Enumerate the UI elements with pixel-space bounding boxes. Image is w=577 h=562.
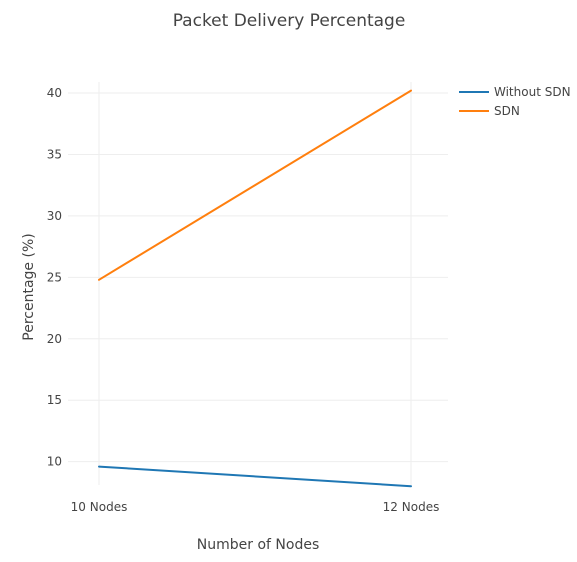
series-line-1 bbox=[98, 89, 412, 281]
y-tick-label: 10 bbox=[47, 455, 62, 469]
y-tick-label: 35 bbox=[47, 147, 62, 161]
legend[interactable]: Without SDN SDN bbox=[459, 85, 571, 118]
grid bbox=[68, 82, 448, 485]
y-tick-label: 20 bbox=[47, 332, 62, 346]
series-lines bbox=[98, 89, 412, 488]
chart-title: Packet Delivery Percentage bbox=[173, 11, 406, 31]
x-axis-ticks: 10 Nodes 12 Nodes bbox=[71, 500, 440, 514]
x-axis-title: Number of Nodes bbox=[197, 537, 319, 553]
x-tick-label: 12 Nodes bbox=[383, 500, 440, 514]
y-tick-label: 40 bbox=[47, 86, 62, 100]
legend-label: Without SDN bbox=[494, 85, 571, 99]
legend-item-0[interactable]: Without SDN bbox=[459, 85, 571, 99]
series-line-0 bbox=[98, 465, 412, 488]
legend-item-1[interactable]: SDN bbox=[459, 104, 520, 118]
y-tick-label: 25 bbox=[47, 270, 62, 284]
y-tick-label: 15 bbox=[47, 393, 62, 407]
legend-label: SDN bbox=[494, 104, 520, 118]
y-axis-title: Percentage (%) bbox=[21, 233, 37, 340]
x-tick-label: 10 Nodes bbox=[71, 500, 128, 514]
y-axis-ticks: 10 15 20 25 30 35 40 bbox=[47, 86, 62, 469]
y-tick-label: 30 bbox=[47, 209, 62, 223]
